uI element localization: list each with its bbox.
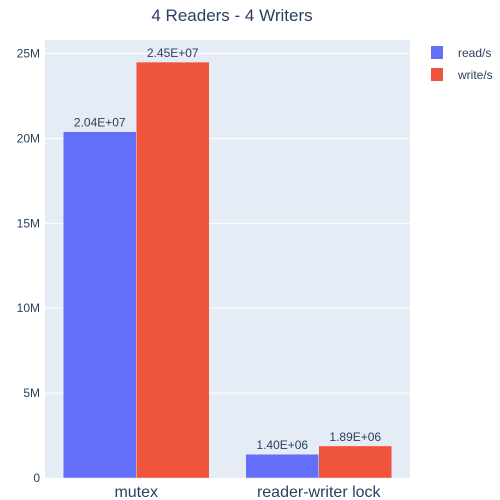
data-label: 1.89E+06 [329,430,381,444]
bar-write-s-mutex [136,61,210,479]
y-tick-label: 20M [17,131,40,145]
legend-swatch [431,68,443,81]
legend-label: read/s [458,46,491,60]
y-tick-label: 25M [17,47,40,61]
bar-write-s-reader-writer-lock [318,445,392,479]
legend-item[interactable]: write/s [431,68,493,82]
bar-read-s-mutex [63,131,137,479]
x-category-label: reader-writer lock [257,484,382,500]
y-tick-label: 0 [33,471,40,485]
y-tick-label: 10M [17,301,40,315]
legend-item[interactable]: read/s [431,46,491,60]
data-label: 2.45E+07 [147,46,199,60]
data-label: 2.04E+07 [74,116,126,130]
y-tick-label: 15M [17,216,40,230]
bar-read-s-reader-writer-lock [245,453,319,479]
x-category-label: mutex [114,484,158,500]
y-tick-label: 5M [23,386,40,400]
chart-title: 4 Readers - 4 Writers [151,6,312,25]
legend-label: write/s [457,68,493,82]
data-label: 1.40E+06 [256,438,308,452]
legend-swatch [431,46,443,59]
